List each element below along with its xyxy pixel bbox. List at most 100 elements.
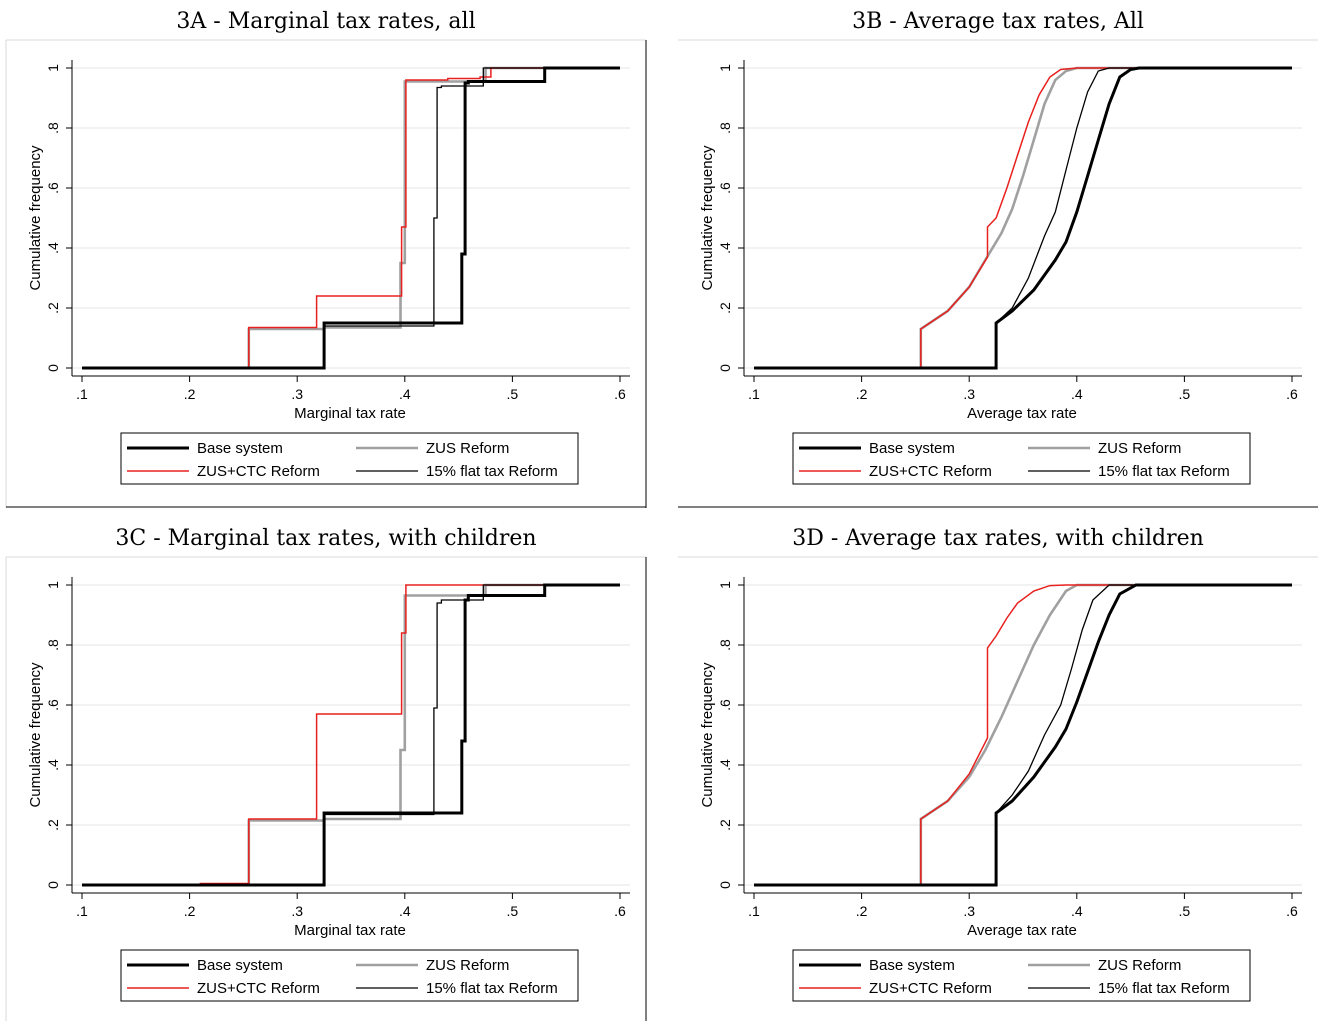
legend-label-base: Base system: [869, 957, 955, 974]
legend-label-zusctc: ZUS+CTC Reform: [197, 980, 320, 997]
x-axis-label: Marginal tax rate: [294, 922, 406, 939]
legend-label-base: Base system: [197, 440, 283, 457]
series-line-zusctc: [82, 67, 620, 369]
y-tick-label: 1: [45, 64, 61, 72]
x-tick-label: .1: [748, 903, 760, 919]
y-tick-label: .2: [717, 302, 733, 314]
x-tick-label: .2: [184, 903, 196, 919]
series-line-zusctc: [82, 584, 620, 886]
legend-label-zus: ZUS Reform: [1098, 440, 1181, 457]
y-tick-label: .8: [717, 639, 733, 651]
series-line-base: [82, 66, 620, 370]
y-tick-label: 0: [717, 881, 733, 889]
y-tick-label: 1: [45, 581, 61, 589]
x-tick-label: .6: [1286, 386, 1298, 402]
series-line-flat: [754, 67, 1292, 369]
y-axis-label: Cumulative frequency: [699, 662, 716, 808]
series-line-base: [82, 583, 620, 887]
y-axis-label: Cumulative frequency: [699, 145, 716, 291]
series-line-zus: [754, 583, 1292, 887]
legend-label-flat: 15% flat tax Reform: [426, 980, 558, 997]
y-tick-label: 0: [45, 364, 61, 372]
y-tick-label: .6: [717, 699, 733, 711]
x-tick-label: .1: [76, 903, 88, 919]
x-tick-label: .5: [507, 903, 519, 919]
series-line-base: [754, 66, 1292, 370]
x-tick-label: .5: [507, 386, 519, 402]
x-tick-label: .4: [1071, 386, 1083, 402]
y-tick-label: .4: [45, 242, 61, 254]
legend-label-zusctc: ZUS+CTC Reform: [869, 463, 992, 480]
x-tick-label: .4: [399, 386, 411, 402]
x-tick-label: .3: [291, 386, 303, 402]
chart-title: 3A - Marginal tax rates, all: [176, 9, 475, 34]
series-line-flat: [82, 67, 620, 369]
y-tick-label: 0: [45, 881, 61, 889]
y-axis-label: Cumulative frequency: [27, 662, 44, 808]
y-tick-label: .8: [717, 122, 733, 134]
series-line-base: [754, 583, 1292, 887]
y-tick-label: 0: [717, 364, 733, 372]
legend: Base system ZUS Reform ZUS+CTC Reform 15% f…: [120, 432, 579, 485]
legend-label-base: Base system: [869, 440, 955, 457]
x-tick-label: .4: [399, 903, 411, 919]
series-line-flat: [82, 584, 620, 886]
legend: Base system ZUS Reform ZUS+CTC Reform 15% f…: [120, 949, 579, 1002]
series-line-flat: [754, 584, 1292, 886]
legend-label-zusctc: ZUS+CTC Reform: [197, 463, 320, 480]
x-tick-label: .2: [856, 386, 868, 402]
legend-label-zus: ZUS Reform: [1098, 957, 1181, 974]
x-tick-label: .2: [184, 386, 196, 402]
x-tick-label: .2: [856, 903, 868, 919]
y-tick-label: .8: [45, 639, 61, 651]
x-tick-label: .6: [1286, 903, 1298, 919]
legend-box: [792, 949, 1251, 1002]
x-tick-label: .3: [291, 903, 303, 919]
legend-label-zusctc: ZUS+CTC Reform: [869, 980, 992, 997]
y-axis-label: Cumulative frequency: [27, 145, 44, 291]
series-line-zusctc: [754, 67, 1292, 369]
legend-box: [120, 949, 579, 1002]
legend-label-flat: 15% flat tax Reform: [1098, 980, 1230, 997]
y-tick-label: .4: [717, 242, 733, 254]
chart-title: 3B - Average tax rates, All: [852, 9, 1144, 34]
legend: Base system ZUS Reform ZUS+CTC Reform 15% f…: [792, 432, 1251, 485]
y-tick-label: .4: [717, 759, 733, 771]
x-tick-label: .6: [614, 903, 626, 919]
x-tick-label: .4: [1071, 903, 1083, 919]
y-tick-label: .6: [45, 699, 61, 711]
x-tick-label: .1: [748, 386, 760, 402]
chart-title: 3C - Marginal tax rates, with children: [115, 526, 536, 551]
chart-panel-4: 3D - Average tax rates, with children 0 .2…: [678, 526, 1318, 1002]
x-tick-label: .5: [1179, 903, 1191, 919]
series-line-zus: [754, 66, 1292, 370]
chart-panel-3: 3C - Marginal tax rates, with children 0.…: [5, 526, 647, 1021]
legend-label-zus: ZUS Reform: [426, 440, 509, 457]
y-tick-label: .8: [45, 122, 61, 134]
y-tick-label: 1: [717, 581, 733, 589]
y-tick-label: .6: [45, 182, 61, 194]
legend: Base system ZUS Reform ZUS+CTC Reform 15% f…: [792, 949, 1251, 1002]
y-tick-label: .4: [45, 759, 61, 771]
y-tick-label: .2: [45, 819, 61, 831]
x-tick-label: .5: [1179, 386, 1191, 402]
chart-panel-2: 3B - Average tax rates, All 0 .2 .4 .6 .8 1 .1.…: [678, 9, 1318, 508]
chart-panel-1: 3A - Marginal tax rates, all 0 .2 .4 .6 .8 1 .1…: [5, 9, 647, 508]
legend-label-zus: ZUS Reform: [426, 957, 509, 974]
x-axis-label: Average tax rate: [967, 922, 1077, 939]
y-tick-label: 1: [717, 64, 733, 72]
x-axis-label: Marginal tax rate: [294, 405, 406, 422]
legend-box: [120, 432, 579, 485]
legend-label-base: Base system: [197, 957, 283, 974]
x-tick-label: .3: [963, 386, 975, 402]
chart-title: 3D - Average tax rates, with children: [792, 526, 1204, 551]
x-tick-label: .6: [614, 386, 626, 402]
x-tick-label: .1: [76, 386, 88, 402]
y-tick-label: .2: [717, 819, 733, 831]
legend-box: [792, 432, 1251, 485]
legend-label-flat: 15% flat tax Reform: [426, 463, 558, 480]
series-line-zus: [82, 583, 620, 887]
x-tick-label: .3: [963, 903, 975, 919]
x-axis-label: Average tax rate: [967, 405, 1077, 422]
